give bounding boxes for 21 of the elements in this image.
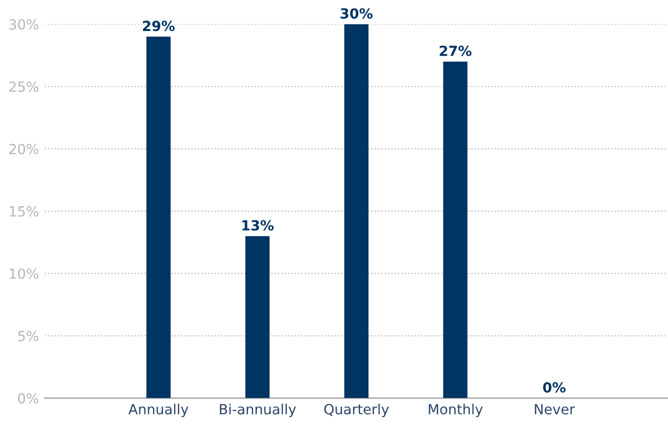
data-label: 29% xyxy=(143,20,175,32)
y-tick-label: 30% xyxy=(9,19,38,30)
y-tick-label: 25% xyxy=(9,81,38,92)
x-tick-label: Bi-annually xyxy=(220,404,296,418)
bar xyxy=(344,24,368,398)
bar xyxy=(245,236,270,398)
x-tick-label: Annually xyxy=(128,404,188,418)
data-label: 0% xyxy=(543,382,566,393)
x-tick-label: Monthly xyxy=(428,404,483,418)
y-tick-label: 10% xyxy=(10,268,38,279)
y-tick-label: 5% xyxy=(18,330,38,342)
data-label: 27% xyxy=(440,46,472,56)
x-tick-label: Never xyxy=(534,404,575,414)
bar xyxy=(443,62,468,398)
data-label: 30% xyxy=(340,8,373,19)
y-tick-label: 0% xyxy=(18,393,38,404)
y-tick-label: 20% xyxy=(9,144,38,154)
bar xyxy=(146,36,171,398)
x-tick-label: Quarterly xyxy=(324,404,389,418)
y-tick-label: 15% xyxy=(10,206,38,217)
data-label: 13% xyxy=(242,220,274,231)
